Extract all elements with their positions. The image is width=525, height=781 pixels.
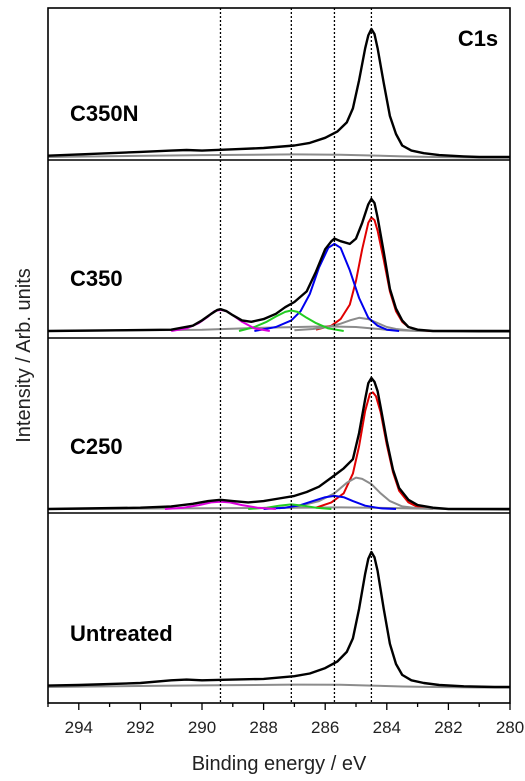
- x-tick-label-286: 286: [311, 718, 339, 737]
- fit-component-c_o_287_1-c350: [238, 309, 344, 332]
- panel-label-untreated: Untreated: [70, 621, 173, 646]
- fit-component-c_oh_285_7-c350: [254, 242, 400, 332]
- envelope-line-c350: [47, 197, 510, 333]
- fit-component-peak_284_9-c250: [278, 476, 434, 510]
- envelope-line-c250: [47, 376, 510, 511]
- x-tick-label-288: 288: [249, 718, 277, 737]
- panel-label-c350: C350: [70, 266, 123, 291]
- panel-label-c250: C250: [70, 434, 123, 459]
- x-tick-label-284: 284: [373, 718, 401, 737]
- x-tick-label-282: 282: [434, 718, 462, 737]
- corner-label: C1s: [458, 26, 498, 51]
- panel-label-c350n: C350N: [70, 101, 138, 126]
- envelope-line-untreated: [47, 550, 510, 689]
- fit-component-sp2_284_5-c350: [315, 216, 431, 332]
- x-tick-label-290: 290: [188, 718, 216, 737]
- x-tick-label-280: 280: [496, 718, 524, 737]
- fit-component-c_oh_285_7-c250: [263, 494, 397, 510]
- x-tick-label-294: 294: [65, 718, 93, 737]
- x-axis-title: Binding energy / eV: [192, 753, 367, 775]
- x-tick-label-292: 292: [126, 718, 154, 737]
- y-axis-title: Intensity / Arb. units: [13, 268, 35, 443]
- plot-frame: [47, 7, 511, 704]
- envelope-line-c350n: [47, 27, 510, 159]
- fit-component-sp2_284_5-c250: [315, 391, 434, 510]
